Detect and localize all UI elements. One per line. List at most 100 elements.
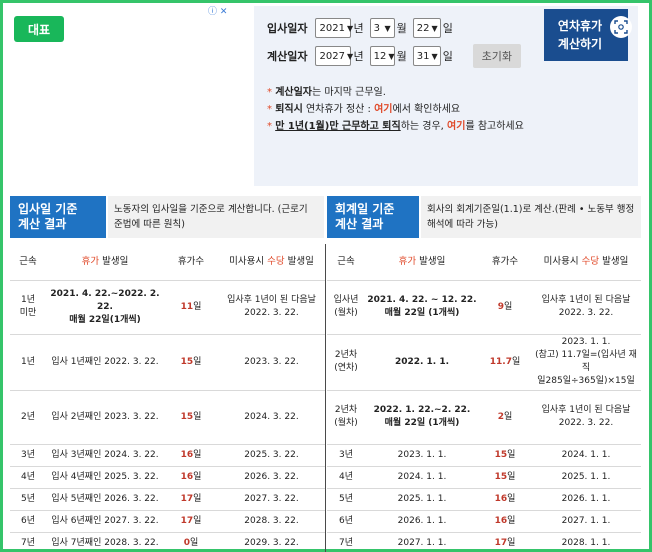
join-date-row: 입사일자 2021 ▼ 년 3 ▼ 월 22 ▼ 일 (267, 18, 459, 38)
cell-service: 입사년 (월차) (327, 280, 365, 335)
cell-days: 15일 (164, 334, 218, 391)
cell-service: 7년 (10, 532, 46, 552)
cell-pay: 2026. 1. 1. (531, 488, 641, 511)
table-row: 5년 2025. 1. 1. 16일 2026. 1. 1. (327, 488, 641, 511)
cell-pay: 2023. 3. 22. (218, 334, 325, 391)
chevron-down-icon: ▼ (431, 23, 438, 33)
cell-days: 11일 (164, 280, 218, 335)
table-row: 1년 입사 1년째인 2022. 3. 22. 15일 2023. 3. 22. (10, 334, 325, 391)
col-occur: 휴가 발생일 (365, 244, 479, 281)
chevron-down-icon: ▼ (384, 23, 391, 33)
cell-service: 1년 미만 (10, 280, 46, 335)
cell-occur: 2023. 1. 1. (365, 444, 479, 467)
table-row: 3년 입사 3년째인 2024. 3. 22. 16일 2025. 3. 22. (10, 444, 325, 467)
join-day-select[interactable]: 22 ▼ (412, 18, 441, 38)
cell-pay: 2024. 3. 22. (218, 390, 325, 445)
calc-day-select[interactable]: 31 ▼ (412, 46, 441, 66)
note-item: * 퇴직시 연차휴가 정산 : 여기에서 확인하세요 (267, 104, 461, 115)
cell-days: 2일 (479, 390, 531, 445)
cell-days: 11.7일 (479, 334, 531, 391)
info-icon[interactable]: ⓘ (208, 7, 218, 17)
calc-month-select[interactable]: 12 ▼ (369, 46, 395, 66)
reset-button[interactable]: 초기화 (472, 44, 521, 68)
join-month-select[interactable]: 3 ▼ (369, 18, 395, 38)
cell-pay: 2025. 3. 22. (218, 444, 325, 467)
chevron-down-icon: ▼ (346, 51, 354, 61)
table-row: 2년 입사 2년째인 2023. 3. 22. 15일 2024. 3. 22. (10, 390, 325, 445)
right-section-desc: 회사의 회계기준일(1.1)로 계산.(판례 • 노동부 행정 해석에 따라 가능… (421, 196, 641, 238)
cell-service: 3년 (327, 444, 365, 467)
link-here[interactable]: 여기 (447, 121, 466, 132)
cell-pay: 2026. 3. 22. (218, 466, 325, 489)
table-divider (325, 244, 326, 552)
cell-occur: 입사 5년째인 2026. 3. 22. (46, 488, 164, 511)
table-row: 1년 미만 2021. 4. 22.~2022. 2. 22. 매월 22일(1개씩)… (10, 280, 325, 335)
cell-pay: 2023. 1. 1. (참고) 11.7일=(입사년 재직 일285일÷365일)… (531, 334, 641, 391)
cell-days: 15일 (164, 390, 218, 445)
cell-pay: 2028. 3. 22. (218, 510, 325, 533)
join-year-select[interactable]: 2021 ▼ (315, 18, 354, 38)
cell-service: 2년 (10, 390, 46, 445)
cell-days: 16일 (479, 488, 531, 511)
cell-pay: 입사후 1년이 된 다음날 2022. 3. 22. (531, 390, 641, 445)
cell-service: 4년 (10, 466, 46, 489)
note-item: * 만 1년(1월)만 근무하고 퇴직하는 경우, 여기를 참고하세요 (267, 121, 524, 132)
cell-pay: 2027. 1. 1. (531, 510, 641, 533)
table-row: 7년 2027. 1. 1. 17일 2028. 1. 1. (327, 532, 641, 552)
input-panel: 입사일자 2021 ▼ 년 3 ▼ 월 22 ▼ 일 계산일자 2027 ▼ 년 12 ▼… (254, 6, 638, 186)
link-here[interactable]: 여기 (374, 104, 393, 115)
table-header-row: 근속 휴가 발생일 휴가수 미사용시 수당 발생일 (327, 244, 641, 281)
cell-service: 2년차 (월차) (327, 390, 365, 445)
cell-pay: 2025. 1. 1. (531, 466, 641, 489)
table-row: 7년 입사 7년째인 2028. 3. 22. 0일 2029. 3. 22. (10, 532, 325, 552)
cell-occur: 입사 6년째인 2027. 3. 22. (46, 510, 164, 533)
left-section-title: 입사일 기준 계산 결과 (10, 196, 106, 238)
chevron-down-icon: ▼ (431, 51, 438, 61)
table-row: 2년차 (월차) 2022. 1. 22.~2. 22. 매월 22일 (1개씩) 2일… (327, 390, 641, 445)
cell-service: 6년 (327, 510, 365, 533)
table-row: 3년 2023. 1. 1. 15일 2024. 1. 1. (327, 444, 641, 467)
ad-choices[interactable]: ⓘ ✕ (208, 4, 227, 17)
calc-date-row: 계산일자 2027 ▼ 년 12 ▼ 월 31 ▼ 일 초기화 (267, 44, 521, 68)
cell-service: 5년 (10, 488, 46, 511)
table-row: 6년 입사 6년째인 2027. 3. 22. 17일 2028. 3. 22. (10, 510, 325, 533)
notes: * 계산일자는 마지막 근무일. * 퇴직시 연차휴가 정산 : 여기에서 확인… (267, 84, 524, 135)
scan-icon[interactable] (610, 16, 632, 38)
cell-days: 16일 (479, 510, 531, 533)
col-pay: 미사용시 수당 발생일 (218, 244, 325, 281)
right-section-title: 회계일 기준 계산 결과 (327, 196, 419, 238)
left-section-desc: 노동자의 입사일을 기준으로 계산합니다. (근로기 준법에 따른 원칙) (108, 196, 324, 238)
chevron-down-icon: ▼ (346, 23, 354, 33)
cell-occur: 입사 2년째인 2023. 3. 22. (46, 390, 164, 445)
join-date-label: 입사일자 (267, 22, 308, 35)
cell-service: 3년 (10, 444, 46, 467)
cell-service: 4년 (327, 466, 365, 489)
calc-year-select[interactable]: 2027 ▼ (315, 46, 354, 66)
cell-service: 6년 (10, 510, 46, 533)
cell-days: 17일 (164, 488, 218, 511)
chevron-down-icon: ▼ (388, 51, 395, 61)
cell-days: 17일 (164, 510, 218, 533)
cell-service: 5년 (327, 488, 365, 511)
cell-occur: 2026. 1. 1. (365, 510, 479, 533)
cell-pay: 입사후 1년이 된 다음날 2022. 3. 22. (218, 280, 325, 335)
cell-occur: 2022. 1. 1. (365, 334, 479, 391)
table-header-row: 근속 휴가 발생일 휴가수 미사용시 수당 발생일 (10, 244, 325, 281)
table-row: 4년 입사 4년째인 2025. 3. 22. 16일 2026. 3. 22. (10, 466, 325, 489)
cell-days: 0일 (164, 532, 218, 552)
col-service: 근속 (327, 244, 365, 281)
cell-pay: 입사후 1년이 된 다음날 2022. 3. 22. (531, 280, 641, 335)
representative-button[interactable]: 대표 (14, 16, 64, 42)
cell-occur: 2022. 1. 22.~2. 22. 매월 22일 (1개씩) (365, 390, 479, 445)
table-row: 2년차 (연차) 2022. 1. 1. 11.7일 2023. 1. 1. (참고) 1… (327, 334, 641, 391)
close-icon[interactable]: ✕ (219, 7, 228, 17)
cell-occur: 입사 4년째인 2025. 3. 22. (46, 466, 164, 489)
cell-occur: 2025. 1. 1. (365, 488, 479, 511)
cell-occur: 입사 3년째인 2024. 3. 22. (46, 444, 164, 467)
note-item: * 계산일자는 마지막 근무일. (267, 87, 386, 98)
col-pay: 미사용시 수당 발생일 (531, 244, 641, 281)
cell-occur: 2027. 1. 1. (365, 532, 479, 552)
cell-occur: 2024. 1. 1. (365, 466, 479, 489)
cell-pay: 2024. 1. 1. (531, 444, 641, 467)
cell-service: 7년 (327, 532, 365, 552)
